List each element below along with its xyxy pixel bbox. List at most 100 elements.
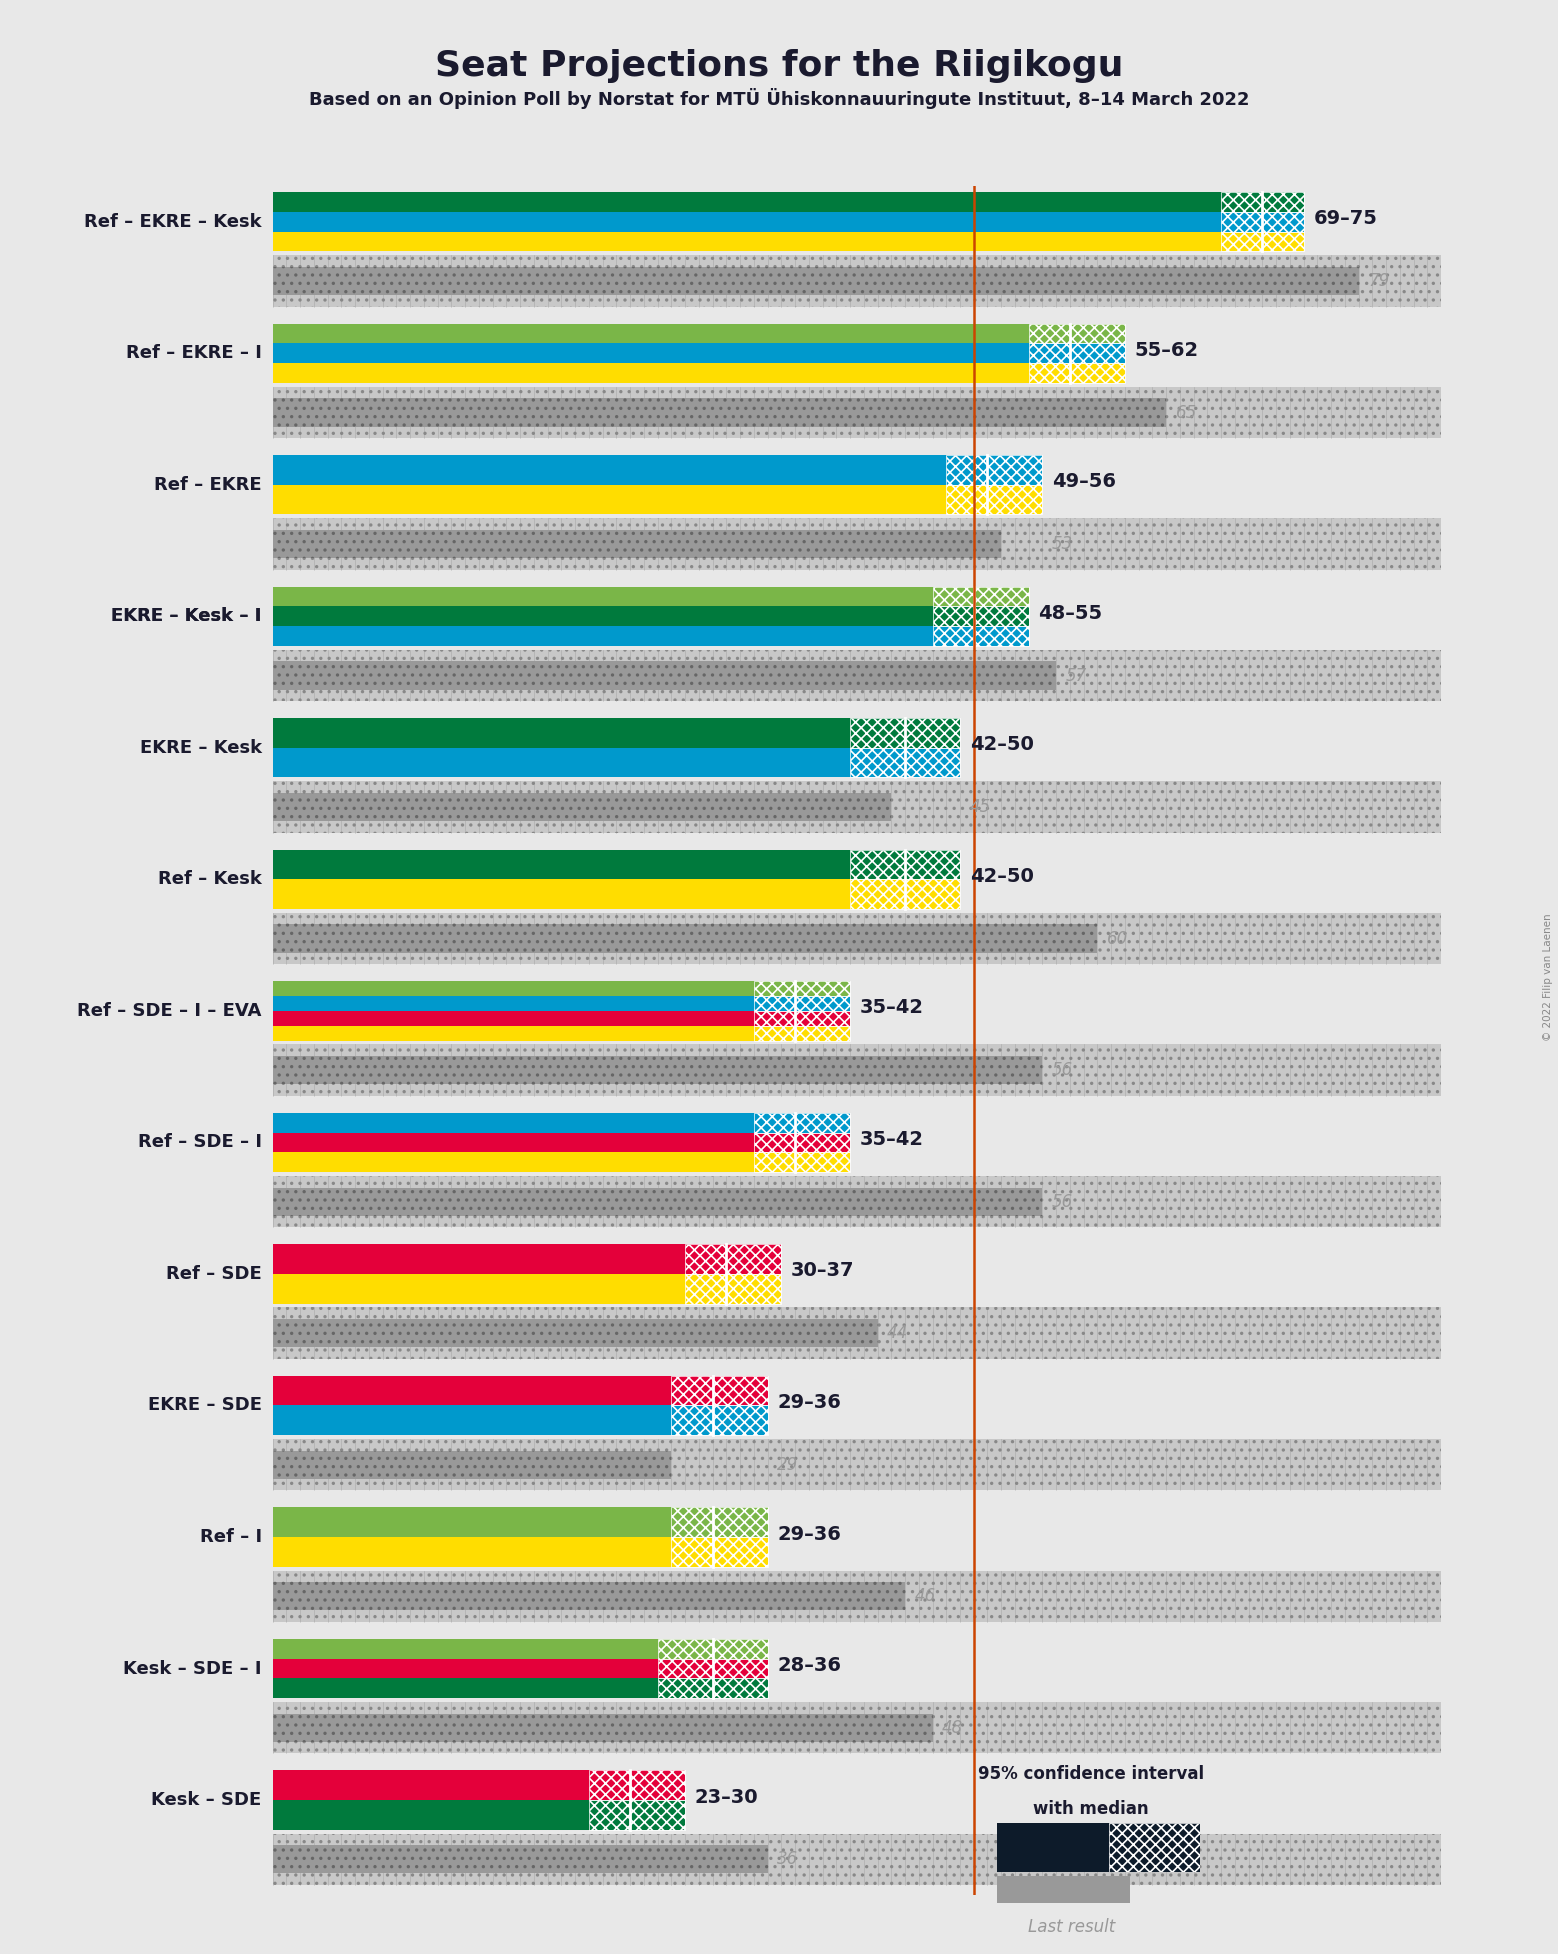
Bar bbox=[273, 1176, 1441, 1227]
Text: Ref – EKRE: Ref – EKRE bbox=[154, 477, 262, 494]
Bar bbox=[1221, 233, 1304, 252]
Bar bbox=[273, 211, 1221, 233]
Bar bbox=[851, 850, 960, 879]
Bar bbox=[933, 586, 1028, 606]
Bar bbox=[273, 782, 1441, 832]
Bar bbox=[273, 1176, 1441, 1227]
Text: 35–42: 35–42 bbox=[860, 998, 924, 1018]
Bar bbox=[273, 1274, 686, 1303]
Bar bbox=[273, 1055, 1042, 1084]
Bar bbox=[754, 1010, 851, 1026]
Bar bbox=[1221, 191, 1304, 211]
Text: 35–42: 35–42 bbox=[860, 1129, 924, 1149]
Text: 29–36: 29–36 bbox=[777, 1524, 841, 1544]
Bar bbox=[273, 981, 754, 997]
Bar bbox=[273, 913, 1441, 963]
Text: 53: 53 bbox=[1052, 535, 1073, 553]
Bar bbox=[273, 1714, 933, 1741]
Bar bbox=[273, 1845, 768, 1874]
Text: 44: 44 bbox=[887, 1325, 908, 1342]
Bar bbox=[946, 455, 1042, 485]
Text: Based on an Opinion Poll by Norstat for MTÜ Ühiskonnauuringute Instituut, 8–14 M: Based on an Opinion Poll by Norstat for … bbox=[308, 88, 1250, 109]
Bar bbox=[657, 1639, 768, 1659]
Bar bbox=[273, 924, 1097, 954]
Text: 56: 56 bbox=[1052, 1192, 1073, 1211]
Text: 48: 48 bbox=[943, 1720, 963, 1737]
Bar bbox=[671, 1376, 768, 1405]
Bar bbox=[273, 1571, 1441, 1622]
Bar bbox=[946, 455, 1042, 485]
Bar bbox=[671, 1405, 768, 1434]
Text: Ref – SDE – I: Ref – SDE – I bbox=[137, 1133, 262, 1151]
Bar bbox=[273, 1026, 754, 1040]
Bar bbox=[273, 1153, 754, 1172]
Text: Ref – I: Ref – I bbox=[199, 1528, 262, 1546]
Text: 29: 29 bbox=[777, 1456, 798, 1473]
Bar bbox=[657, 1659, 768, 1678]
Bar bbox=[273, 518, 1441, 571]
Text: 23–30: 23–30 bbox=[695, 1788, 759, 1807]
Bar bbox=[273, 324, 1028, 344]
Text: 28–36: 28–36 bbox=[777, 1657, 841, 1675]
Bar bbox=[589, 1800, 686, 1829]
Bar bbox=[273, 1639, 657, 1659]
Bar bbox=[273, 719, 851, 748]
Bar bbox=[273, 1538, 671, 1567]
Bar bbox=[851, 719, 960, 748]
Text: 60: 60 bbox=[1108, 930, 1128, 948]
Bar bbox=[754, 1026, 851, 1040]
Bar bbox=[273, 1507, 671, 1538]
Bar bbox=[273, 1770, 589, 1800]
Bar bbox=[273, 1678, 657, 1698]
Bar bbox=[273, 1450, 671, 1479]
Bar bbox=[754, 1153, 851, 1172]
Text: 65: 65 bbox=[1176, 403, 1197, 422]
Bar bbox=[671, 1538, 768, 1567]
Bar bbox=[273, 1438, 1441, 1491]
Bar bbox=[754, 1010, 851, 1026]
Bar bbox=[273, 997, 754, 1010]
Text: 55–62: 55–62 bbox=[1134, 340, 1198, 360]
Bar bbox=[273, 530, 1002, 559]
Bar bbox=[273, 233, 1221, 252]
Bar bbox=[754, 1114, 851, 1133]
Bar bbox=[1109, 1823, 1200, 1872]
Text: Kesk – SDE – I: Kesk – SDE – I bbox=[123, 1659, 262, 1678]
Bar bbox=[273, 455, 946, 485]
Text: 69–75: 69–75 bbox=[1313, 209, 1377, 229]
Text: 45: 45 bbox=[969, 797, 991, 817]
Bar bbox=[671, 1507, 768, 1538]
Bar bbox=[273, 1045, 1441, 1096]
Bar bbox=[1221, 211, 1304, 233]
Bar bbox=[754, 1133, 851, 1153]
Text: 79: 79 bbox=[1368, 272, 1390, 289]
Text: 42–50: 42–50 bbox=[969, 868, 1033, 885]
Bar bbox=[273, 1450, 671, 1479]
Bar bbox=[933, 586, 1028, 606]
Bar bbox=[273, 1245, 686, 1274]
Bar bbox=[1028, 344, 1125, 363]
Bar bbox=[686, 1245, 781, 1274]
Bar bbox=[273, 1800, 589, 1829]
Text: EKRE – Kesk – I: EKRE – Kesk – I bbox=[111, 608, 262, 625]
Bar bbox=[273, 256, 1441, 307]
Bar bbox=[273, 256, 1441, 307]
Bar bbox=[851, 879, 960, 909]
Bar bbox=[933, 625, 1028, 647]
Bar bbox=[273, 1319, 877, 1346]
Bar bbox=[273, 1702, 1441, 1753]
Text: 48–55: 48–55 bbox=[1038, 604, 1103, 623]
Bar bbox=[273, 1188, 1042, 1215]
Bar bbox=[851, 719, 960, 748]
Text: Ref – SDE: Ref – SDE bbox=[165, 1264, 262, 1284]
Bar bbox=[946, 485, 1042, 514]
Bar bbox=[754, 1133, 851, 1153]
Bar bbox=[273, 1319, 877, 1346]
Text: with median: with median bbox=[1033, 1800, 1148, 1819]
Bar bbox=[273, 1376, 671, 1405]
Bar bbox=[671, 1376, 768, 1405]
Bar bbox=[273, 1845, 768, 1874]
Bar bbox=[273, 530, 1002, 559]
Bar bbox=[273, 1583, 905, 1610]
Bar bbox=[273, 879, 851, 909]
